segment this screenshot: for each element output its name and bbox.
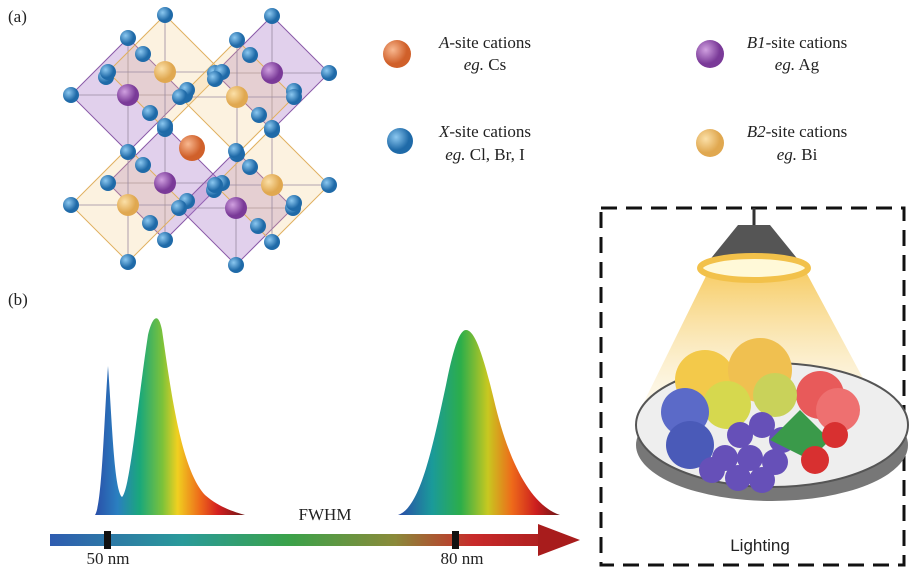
legend-example: eg. Ag bbox=[775, 55, 820, 74]
tick bbox=[104, 531, 111, 549]
b2-ion bbox=[117, 194, 139, 216]
arrow-shaft bbox=[50, 534, 540, 546]
lamp-bulb bbox=[700, 256, 808, 280]
x-ion bbox=[120, 144, 136, 160]
x-ion bbox=[229, 32, 245, 48]
x-ion bbox=[135, 157, 151, 173]
b2-ion bbox=[154, 61, 176, 83]
legend-ball bbox=[387, 128, 413, 154]
b2-ion bbox=[261, 174, 283, 196]
x-ion bbox=[207, 71, 223, 87]
spectrum-broad bbox=[398, 330, 560, 515]
legend-ball bbox=[696, 40, 724, 68]
arrow-head bbox=[538, 524, 580, 556]
panel-label: (a) bbox=[8, 7, 27, 26]
x-ion bbox=[321, 177, 337, 193]
x-ion bbox=[264, 120, 280, 136]
x-ion bbox=[100, 64, 116, 80]
x-ion bbox=[172, 89, 188, 105]
legend-example: eg. Bi bbox=[777, 145, 818, 164]
b1-ion bbox=[261, 62, 283, 84]
b2-ion bbox=[226, 86, 248, 108]
legend-text: A-site cations bbox=[438, 33, 531, 52]
strawberry bbox=[801, 446, 829, 474]
fruit bbox=[753, 373, 797, 417]
x-ion bbox=[63, 87, 79, 103]
crystal-structure bbox=[63, 7, 337, 273]
legend-text: B1-site cations bbox=[747, 33, 848, 52]
x-ion bbox=[228, 257, 244, 273]
x-ion bbox=[286, 89, 302, 105]
x-ion bbox=[242, 159, 258, 175]
x-ion bbox=[157, 232, 173, 248]
legend-example: eg. Cl, Br, I bbox=[445, 145, 525, 164]
legend-ball bbox=[383, 40, 411, 68]
x-ion bbox=[207, 177, 223, 193]
x-ion bbox=[157, 118, 173, 134]
x-ion bbox=[264, 8, 280, 24]
x-ion bbox=[171, 200, 187, 216]
x-ion bbox=[251, 107, 267, 123]
box-label: Lighting bbox=[730, 536, 790, 555]
x-ion bbox=[264, 234, 280, 250]
x-ion bbox=[157, 7, 173, 23]
legend: A-site cations eg. Cs B1-site cations eg… bbox=[383, 33, 847, 164]
spectra bbox=[95, 318, 560, 515]
x-ion bbox=[120, 254, 136, 270]
x-ion bbox=[250, 218, 266, 234]
legend-example: eg. Cs bbox=[464, 55, 507, 74]
tick-label: 80 nm bbox=[441, 549, 484, 568]
x-ion bbox=[228, 143, 244, 159]
strawberry bbox=[822, 422, 848, 448]
x-ion bbox=[63, 197, 79, 213]
spectrum-narrow bbox=[95, 318, 245, 515]
tick bbox=[452, 531, 459, 549]
tick-label: 50 nm bbox=[87, 549, 130, 568]
fruit bbox=[703, 381, 751, 429]
legend-text: X-site cations bbox=[438, 122, 531, 141]
legend-text: B2-site cations bbox=[747, 122, 848, 141]
x-ion bbox=[286, 195, 302, 211]
x-ion bbox=[242, 47, 258, 63]
x-ion bbox=[142, 105, 158, 121]
b1-ion bbox=[225, 197, 247, 219]
x-ion bbox=[142, 215, 158, 231]
lighting-panel: Lighting bbox=[601, 208, 908, 565]
a-ion bbox=[179, 135, 205, 161]
axis-label: FWHM bbox=[299, 505, 352, 524]
x-ion bbox=[100, 175, 116, 191]
panel-label: (b) bbox=[8, 290, 28, 309]
x-ion bbox=[135, 46, 151, 62]
b1-ion bbox=[117, 84, 139, 106]
figure: (a) (b) A-site cations eg. Cs B1-site ca… bbox=[0, 0, 910, 570]
b1-ion bbox=[154, 172, 176, 194]
x-ion bbox=[120, 30, 136, 46]
x-ion bbox=[321, 65, 337, 81]
legend-ball bbox=[696, 129, 724, 157]
